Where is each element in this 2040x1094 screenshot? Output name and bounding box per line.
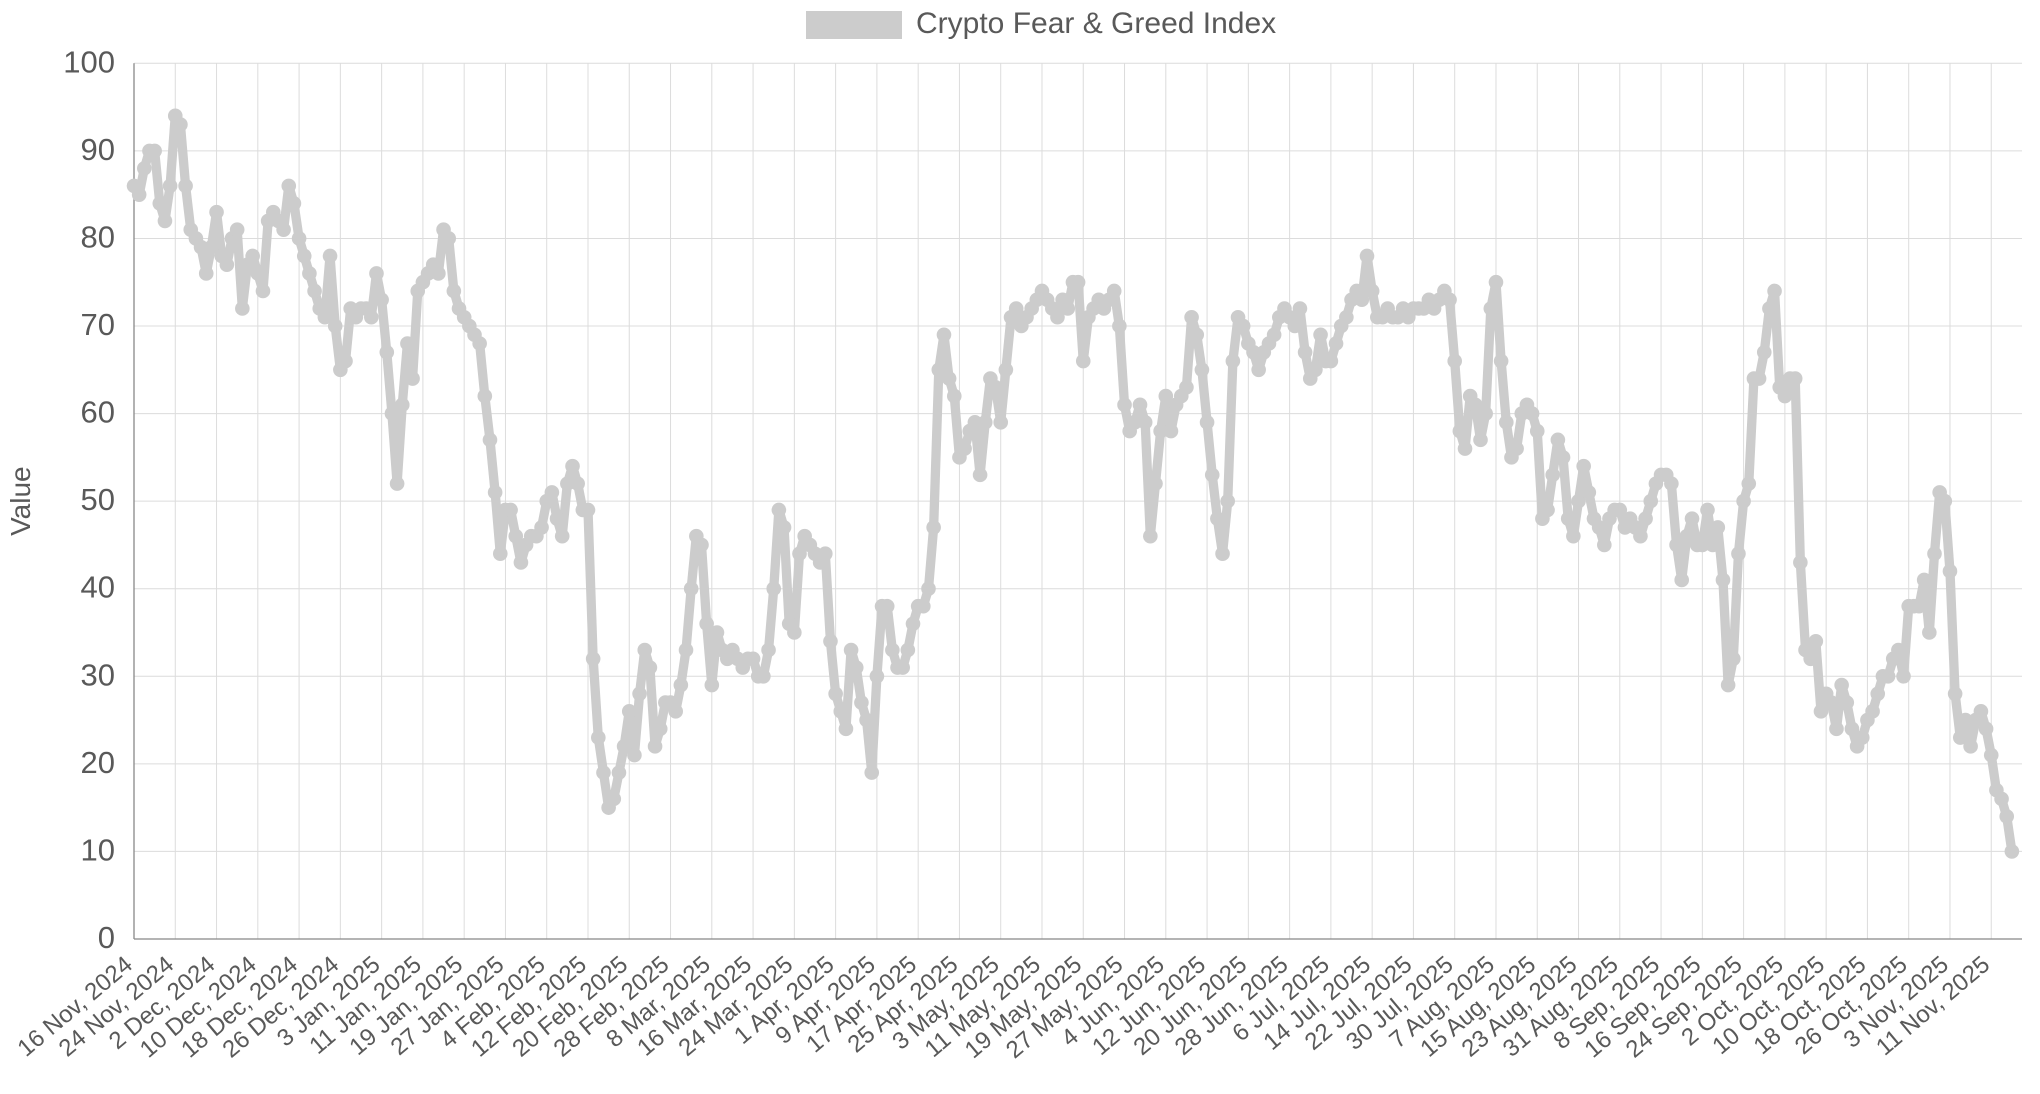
svg-text:30: 30 — [81, 657, 115, 692]
svg-text:0: 0 — [98, 920, 115, 955]
svg-text:Value: Value — [5, 466, 36, 536]
svg-text:70: 70 — [81, 307, 115, 342]
svg-text:100: 100 — [63, 44, 115, 79]
svg-text:90: 90 — [81, 132, 115, 167]
svg-text:20: 20 — [81, 745, 115, 780]
svg-text:50: 50 — [81, 482, 115, 517]
svg-text:Crypto Fear & Greed Index: Crypto Fear & Greed Index — [916, 7, 1276, 40]
svg-text:60: 60 — [81, 395, 115, 430]
svg-text:80: 80 — [81, 219, 115, 254]
svg-text:40: 40 — [81, 570, 115, 605]
svg-text:10: 10 — [81, 832, 115, 867]
